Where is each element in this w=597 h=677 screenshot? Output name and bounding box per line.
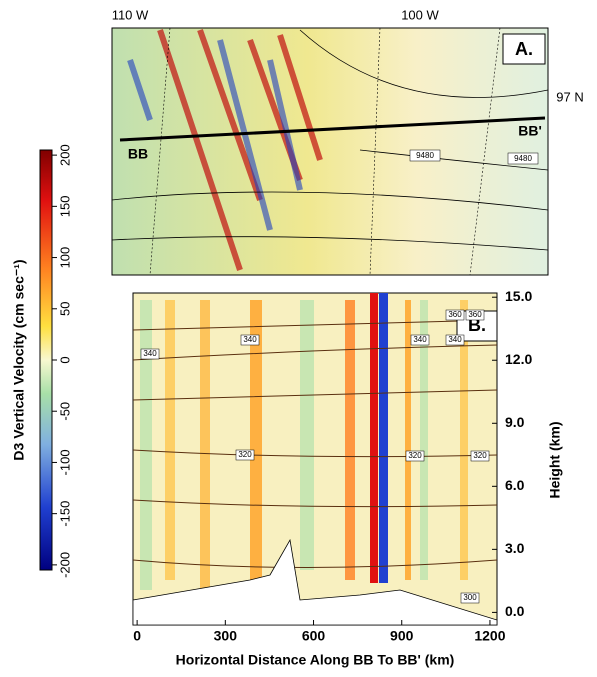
contour-label-box bbox=[445, 309, 465, 321]
y-tick-label: 9.0 bbox=[505, 414, 525, 430]
panel-label: A. bbox=[515, 39, 533, 59]
x-tick-label: 0 bbox=[133, 628, 141, 644]
colorbar-tick-label: -200 bbox=[57, 552, 72, 578]
contour-label: 9480 bbox=[416, 151, 434, 160]
section-panel bbox=[132, 292, 498, 626]
colorbar-tick-label: 100 bbox=[57, 247, 72, 269]
contour-label: 360 bbox=[468, 310, 482, 319]
colorbar-tick-label: 50 bbox=[57, 302, 72, 316]
lat-label: 97 N bbox=[556, 89, 583, 104]
y-tick-label: 6.0 bbox=[505, 477, 525, 493]
contour-label: 360 bbox=[448, 310, 462, 319]
x-tick-label: 900 bbox=[390, 628, 414, 644]
y-tick-label: 3.0 bbox=[505, 540, 525, 556]
colorbar bbox=[39, 149, 53, 571]
y-tick-label: 12.0 bbox=[505, 351, 532, 367]
contour-label-box bbox=[470, 450, 490, 462]
contour-label: 340 bbox=[143, 349, 157, 358]
contour-label-box bbox=[460, 592, 480, 604]
colorbar-tick-label: 0 bbox=[57, 356, 72, 363]
contour-label-box bbox=[445, 334, 465, 346]
contour-label: 320 bbox=[408, 451, 422, 460]
contour-label: 340 bbox=[413, 335, 427, 344]
contour-label-box bbox=[410, 334, 430, 346]
x-tick-label: 600 bbox=[302, 628, 326, 644]
colorbar-label: D3 Vertical Velocity (cm sec⁻¹) bbox=[11, 259, 27, 460]
contour-label: 320 bbox=[238, 450, 252, 459]
contour-label: 320 bbox=[473, 451, 487, 460]
contour-label-box bbox=[240, 334, 260, 346]
contour-label: 340 bbox=[243, 335, 257, 344]
lon-label: 100 W bbox=[401, 7, 439, 22]
x-tick-label: 300 bbox=[214, 628, 238, 644]
contour-label-box bbox=[465, 309, 485, 321]
colorbar-tick-label: -50 bbox=[57, 402, 72, 421]
y-axis-label: Height (km) bbox=[547, 422, 563, 499]
colorbar-tick-label: -150 bbox=[57, 501, 72, 527]
contour-label: 340 bbox=[448, 335, 462, 344]
colorbar-tick-label: 150 bbox=[57, 195, 72, 217]
colorbar-tick-label: -100 bbox=[57, 449, 72, 475]
colorbar-tick-label: 200 bbox=[57, 144, 72, 166]
contour-label-box bbox=[405, 450, 425, 462]
contour-label: 300 bbox=[463, 593, 477, 602]
map-panel bbox=[111, 27, 549, 276]
y-tick-label: 15.0 bbox=[505, 288, 532, 304]
section-end: BB' bbox=[518, 123, 542, 139]
contour-label: 9480 bbox=[514, 154, 532, 163]
y-tick-label: 0.0 bbox=[505, 603, 525, 619]
lon-label: 110 W bbox=[112, 7, 149, 22]
x-axis-label: Horizontal Distance Along BB To BB' (km) bbox=[176, 652, 455, 668]
x-tick-label: 1200 bbox=[474, 628, 505, 644]
contour-label-box bbox=[140, 348, 160, 360]
contour-label-box bbox=[235, 449, 255, 461]
section-start: BB bbox=[128, 146, 148, 162]
